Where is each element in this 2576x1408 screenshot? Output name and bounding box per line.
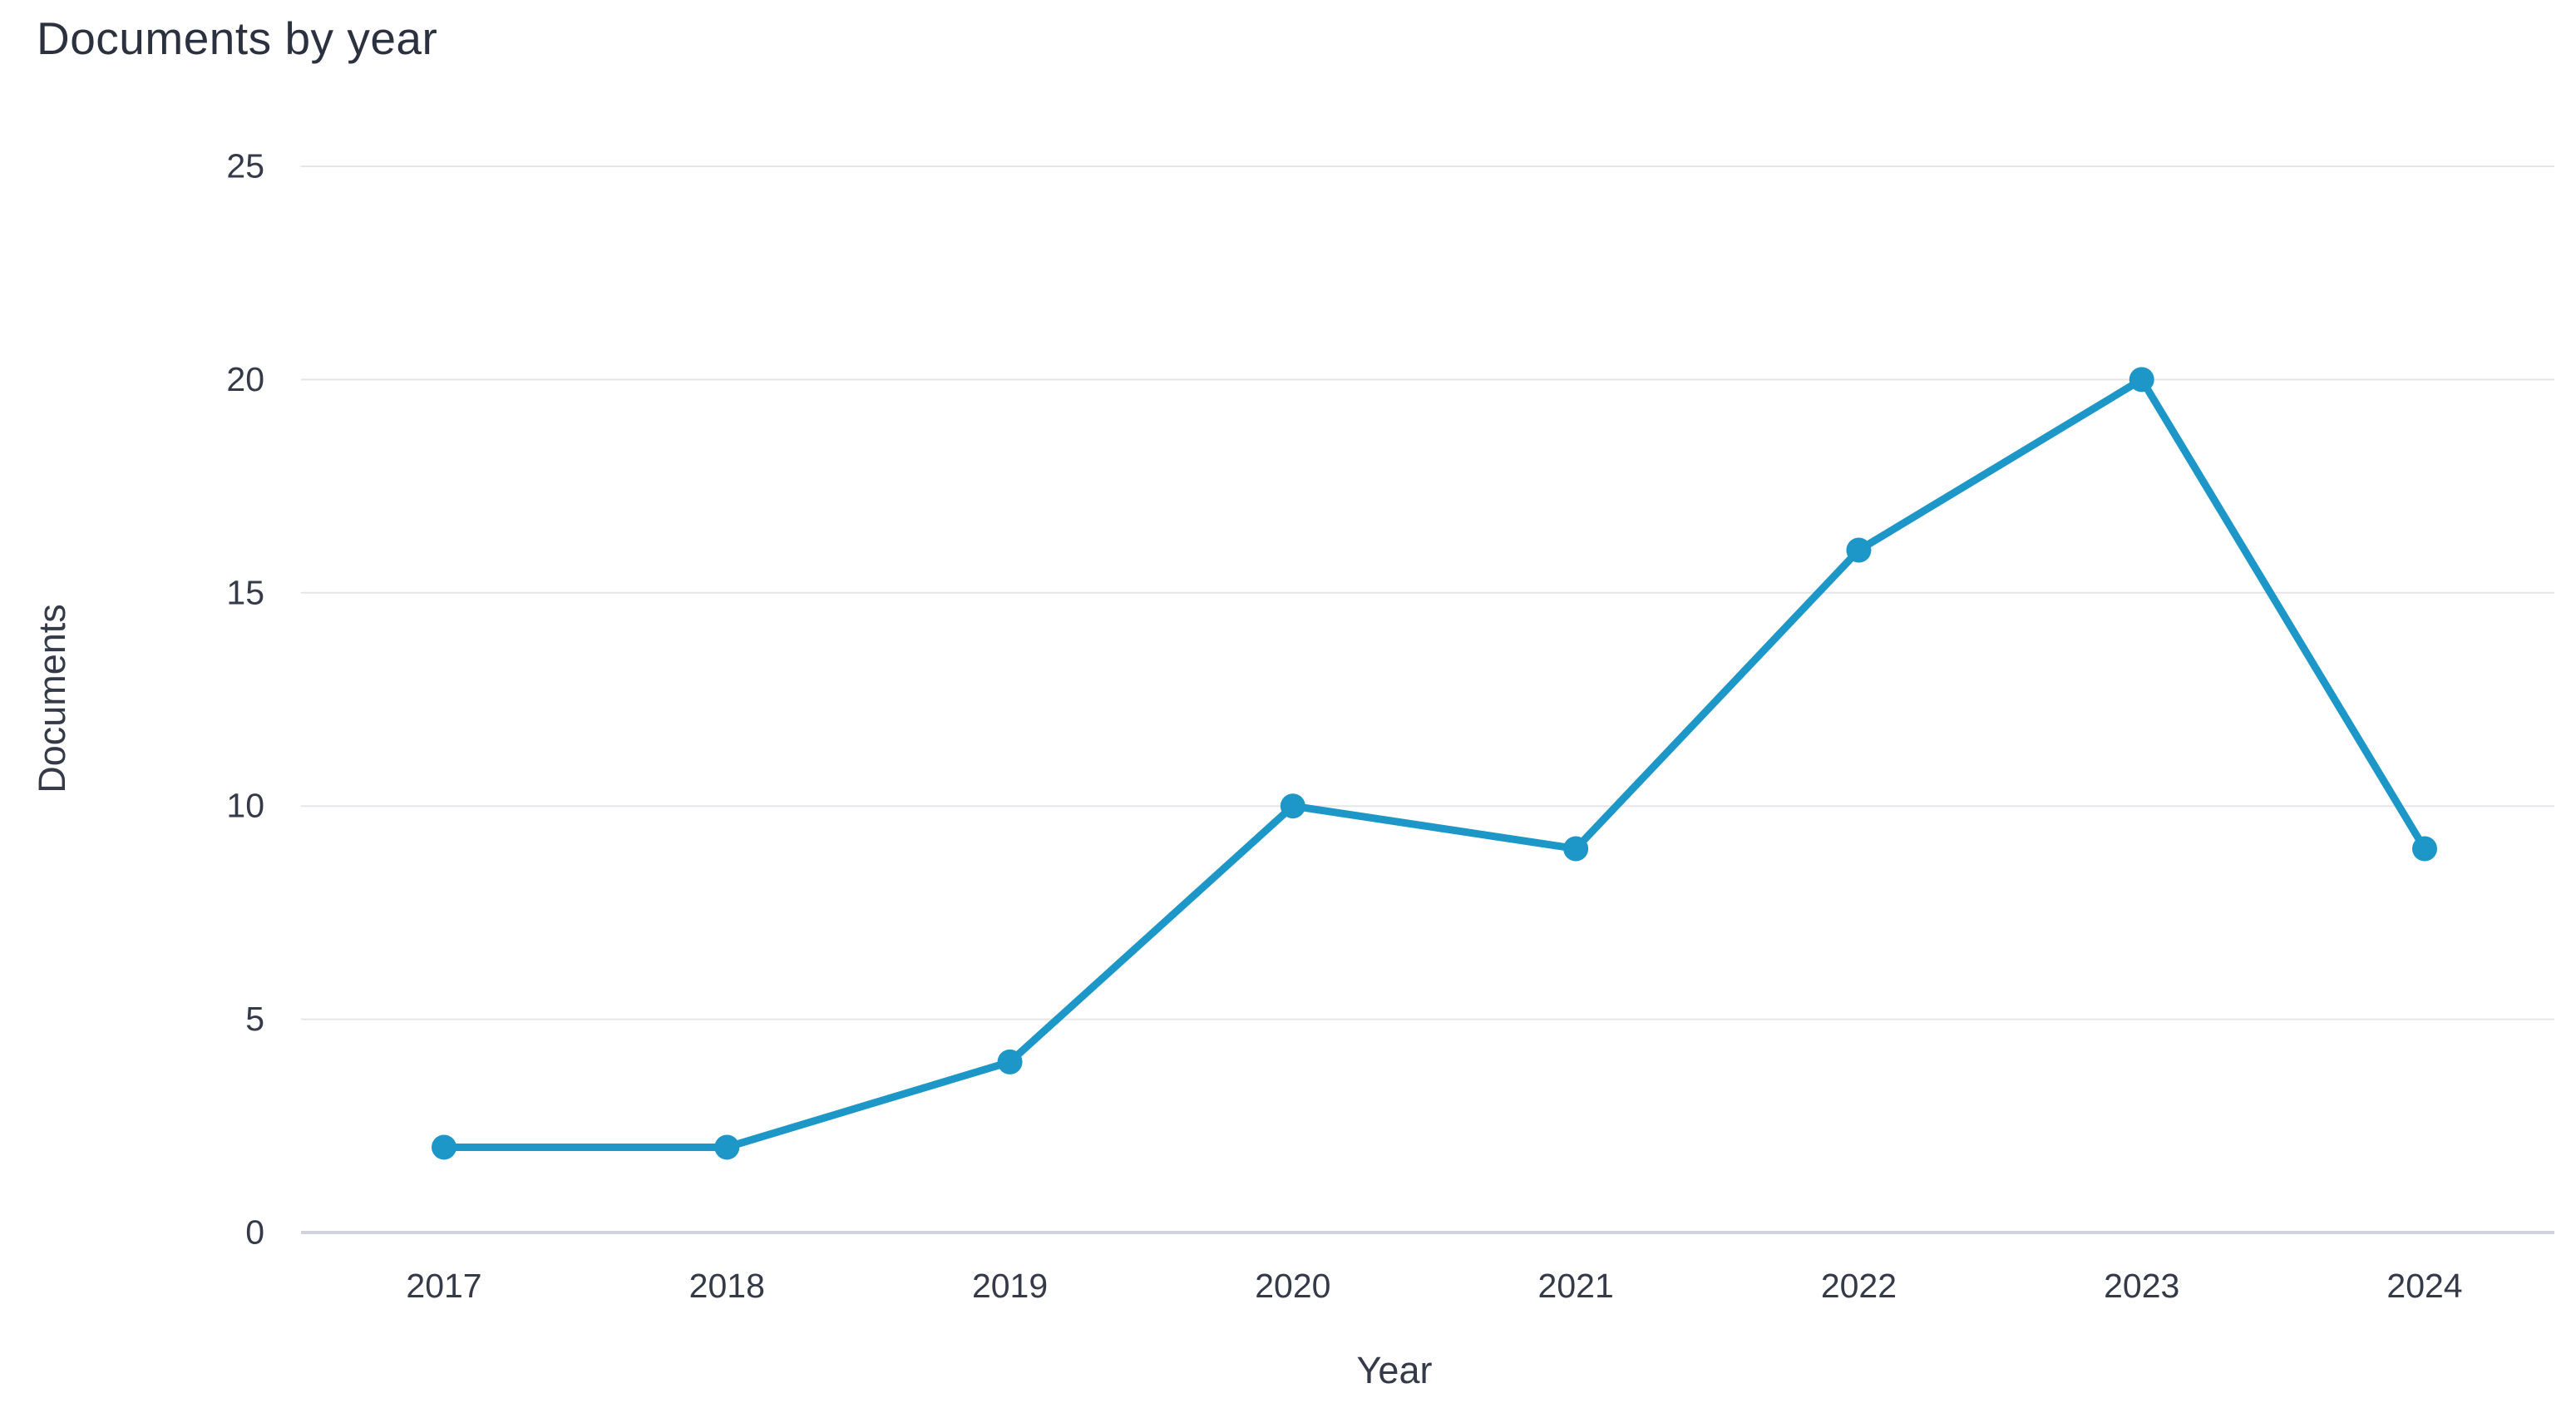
x-tick-label-2017: 2017	[406, 1267, 481, 1305]
y-tick-label-15: 15	[226, 573, 264, 611]
x-tick-label-2023: 2023	[2104, 1267, 2179, 1305]
y-tick-label-25: 25	[226, 147, 264, 185]
y-tick-label-5: 5	[245, 1000, 264, 1038]
x-tick-label-2022: 2022	[1821, 1267, 1897, 1305]
data-point-2017[interactable]	[432, 1134, 456, 1160]
series-group	[432, 367, 2437, 1160]
chart-title: Documents by year	[37, 12, 438, 64]
data-point-2021[interactable]	[1563, 836, 1589, 862]
axis-titles-group: Documents Year	[31, 604, 1432, 1391]
x-axis-tick-labels: 2017 2018 2019 2020 2021 2022 2023 2024	[406, 1267, 2462, 1305]
series-line-documents	[440, 375, 2429, 1151]
data-point-2018[interactable]	[714, 1134, 740, 1160]
data-point-2024[interactable]	[2412, 836, 2437, 862]
y-tick-label-10: 10	[226, 787, 264, 825]
x-tick-label-2019: 2019	[972, 1267, 1048, 1305]
y-axis-tick-labels: 0 5 10 15 20 25	[226, 147, 264, 1252]
x-tick-label-2018: 2018	[689, 1267, 765, 1305]
data-point-2023[interactable]	[2129, 367, 2154, 393]
data-point-2020[interactable]	[1280, 793, 1305, 819]
x-tick-label-2024: 2024	[2386, 1267, 2462, 1305]
x-tick-label-2020: 2020	[1255, 1267, 1330, 1305]
y-tick-label-0: 0	[245, 1213, 264, 1252]
x-tick-label-2021: 2021	[1538, 1267, 1614, 1305]
y-axis-title: Documents	[31, 604, 73, 793]
gridlines-group	[301, 166, 2554, 1234]
y-tick-label-20: 20	[226, 360, 264, 398]
data-point-2019[interactable]	[997, 1049, 1023, 1075]
x-axis-title: Year	[1357, 1349, 1433, 1391]
data-point-2022[interactable]	[1846, 537, 1872, 563]
